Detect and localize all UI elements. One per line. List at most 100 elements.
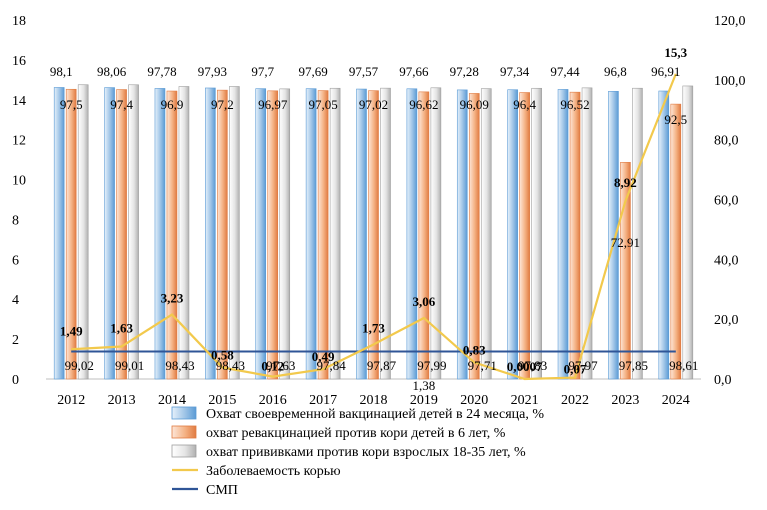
bar-adults-18-35	[128, 84, 139, 380]
bar-label-revaccination-6y: 96,62	[409, 97, 438, 112]
bar-adults-18-35	[380, 87, 391, 380]
bar-label-revaccination-6y: 96,4	[513, 97, 536, 112]
bar-revaccination-6y	[620, 162, 631, 380]
left-axis-tick-label: 0	[12, 373, 19, 388]
bar-label-vaccination-24m: 97,34	[500, 64, 530, 79]
bar-vaccination-24m	[205, 87, 216, 380]
bar-revaccination-6y	[569, 91, 581, 380]
bar-adults-18-35	[430, 87, 442, 380]
left-axis-tick-label: 4	[12, 293, 19, 308]
bar-revaccination-6y	[468, 93, 480, 380]
bar-vaccination-24m	[305, 88, 317, 380]
bar-revaccination-6y	[116, 89, 127, 380]
legend-vaccination-24m-swatch	[171, 406, 197, 420]
bar-label-revaccination-6y: 96,97	[258, 97, 288, 112]
right-axis-tick-label: 120,0	[714, 14, 746, 29]
bar-revaccination-6y	[267, 90, 279, 380]
bar-label-revaccination-6y: 97,4	[110, 97, 133, 112]
bar-label-adults-18-35: 98,61	[669, 358, 698, 373]
x-axis-tick-label: 2017	[309, 393, 337, 408]
bar-vaccination-24m	[507, 89, 518, 380]
bar-vaccination-24m	[104, 87, 115, 380]
x-axis-tick-label: 2022	[561, 393, 589, 408]
bar-label-revaccination-6y: 96,52	[560, 97, 589, 112]
right-axis-tick-label: 60,0	[714, 194, 739, 209]
incidence-label: 1,63	[110, 320, 133, 335]
bar-vaccination-24m	[557, 89, 569, 380]
bar-label-revaccination-6y: 92,5	[664, 112, 687, 127]
left-axis-tick-label: 2	[12, 333, 19, 348]
bar-vaccination-24m	[406, 88, 418, 380]
bar-vaccination-24m	[154, 88, 166, 380]
bar-label-adults-18-35: 98,43	[165, 358, 194, 373]
legend: Охват своевременной вакцинацией детей в …	[171, 406, 544, 498]
bar-adults-18-35	[329, 87, 341, 380]
incidence-label: 0,49	[312, 349, 335, 364]
bar-label-adults-18-35: 97,71	[468, 358, 497, 373]
bar-label-revaccination-6y: 72,91	[611, 235, 640, 250]
bar-label-vaccination-24m: 98,06	[97, 64, 127, 79]
incidence-label: 1,49	[60, 323, 83, 338]
x-axis-tick-label: 2024	[662, 393, 690, 408]
bar-label-vaccination-24m: 96,91	[651, 64, 680, 79]
bar-adults-18-35	[178, 86, 190, 380]
bar-label-adults-18-35: 97,97	[568, 358, 598, 373]
legend-adults-18-35-text: охват прививками против кори взрослых 18…	[206, 445, 526, 460]
bar-adults-18-35	[229, 86, 240, 380]
bar-adults-18-35	[632, 87, 643, 380]
x-axis-tick-label: 2018	[360, 393, 388, 408]
x-axis-tick-label: 2021	[511, 393, 539, 408]
bar-label-vaccination-24m: 97,57	[349, 64, 379, 79]
right-axis-tick-label: 100,0	[714, 74, 746, 89]
bar-revaccination-6y	[368, 90, 379, 380]
legend-incidence-text: Заболеваемость корью	[206, 464, 341, 479]
right-axis-tick-label: 0,0	[714, 373, 732, 388]
bars	[53, 84, 694, 380]
bar-revaccination-6y	[519, 92, 530, 380]
incidence-label: 0,07	[564, 362, 587, 377]
bar-vaccination-24m	[608, 91, 619, 380]
legend-revaccination-6y-swatch	[171, 425, 197, 439]
x-axis-tick-label: 2020	[460, 393, 488, 408]
x-axis-tick-label: 2016	[259, 393, 287, 408]
bar-label-adults-18-35: 97,87	[367, 358, 397, 373]
x-axis-tick-label: 2015	[208, 393, 236, 408]
right-axis-tick-label: 80,0	[714, 134, 739, 149]
bar-adults-18-35	[77, 84, 89, 380]
incidence-label: 0,12	[261, 359, 284, 374]
bar-vaccination-24m	[356, 88, 367, 380]
legend-revaccination-6y-text: охват ревакцинацией против кори детей в …	[206, 426, 506, 441]
bar-vaccination-24m	[456, 89, 468, 380]
bar-vaccination-24m	[255, 88, 267, 380]
bar-label-adults-18-35: 97,83	[518, 358, 547, 373]
bar-adults-18-35	[581, 87, 593, 380]
legend-adults-18-35-swatch	[171, 444, 197, 458]
bar-label-revaccination-6y: 96,09	[460, 97, 489, 112]
bar-adults-18-35	[279, 88, 291, 380]
legend-smp-text: СМП	[206, 483, 238, 498]
bar-revaccination-6y	[418, 91, 430, 380]
x-axis-tick-label: 2013	[108, 393, 136, 408]
left-axis-tick-label: 18	[12, 14, 26, 29]
smp-label: 1,38	[413, 378, 436, 393]
bar-revaccination-6y	[217, 89, 228, 380]
incidence-label: 0,83	[463, 342, 486, 357]
bar-revaccination-6y	[65, 88, 77, 380]
x-axis-tick-label: 2023	[611, 393, 639, 408]
bar-vaccination-24m	[658, 90, 670, 380]
data-labels: 98,1 98,06 97,78 97,93 97,7 97,69 97,57 97,66 97…	[50, 45, 699, 393]
incidence-label: 3,06	[413, 294, 436, 309]
bar-label-adults-18-35: 98,43	[216, 358, 245, 373]
incidence-label: 0,58	[211, 347, 234, 362]
incidence-label: 8,92	[614, 175, 637, 190]
bar-label-revaccination-6y: 97,2	[211, 97, 234, 112]
bar-label-vaccination-24m: 97,69	[298, 64, 327, 79]
left-axis-tick-label: 6	[12, 253, 19, 268]
bar-label-adults-18-35: 97,99	[417, 358, 446, 373]
bar-label-vaccination-24m: 97,7	[251, 64, 274, 79]
bar-label-adults-18-35: 97,63	[266, 358, 295, 373]
bar-vaccination-24m	[53, 87, 65, 380]
left-axis-tick-label: 14	[12, 94, 26, 109]
bar-label-revaccination-6y: 97,05	[308, 97, 337, 112]
